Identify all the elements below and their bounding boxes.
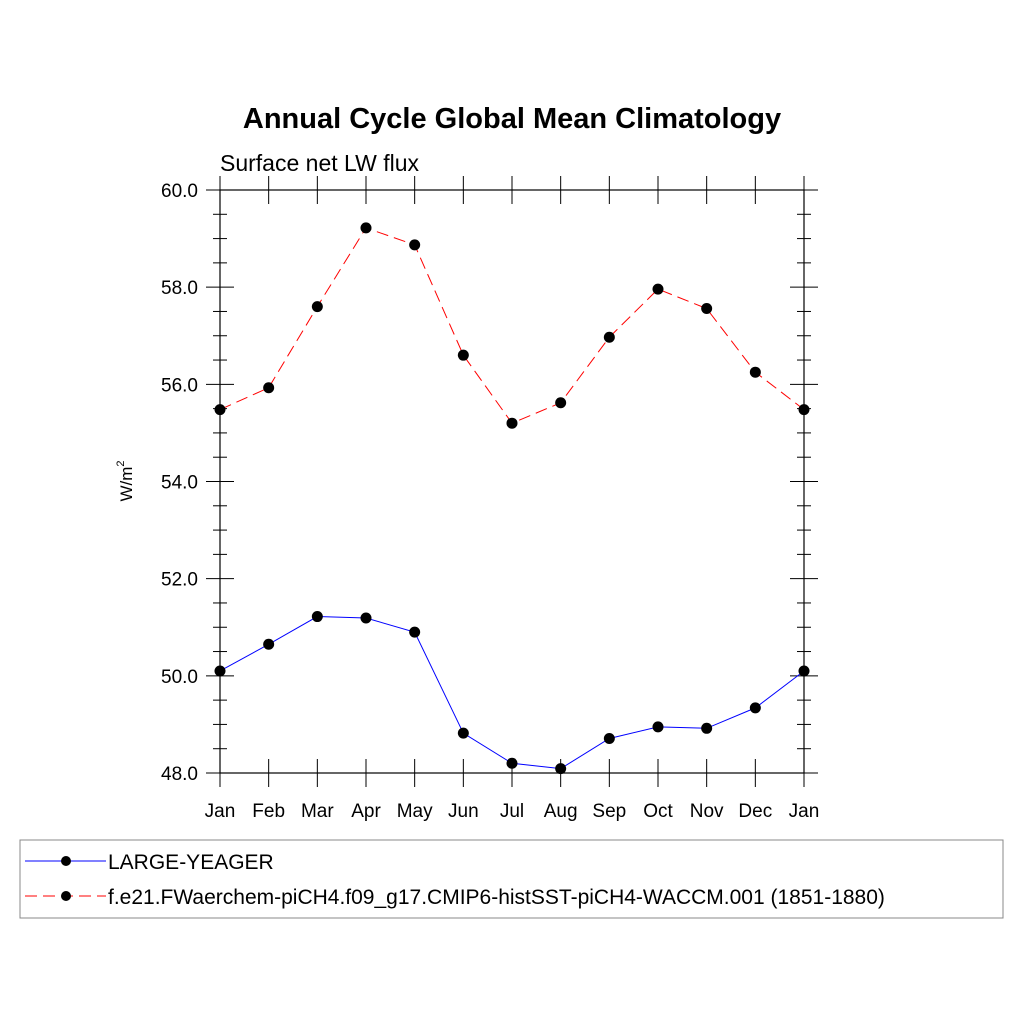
chart-subtitle: Surface net LW flux (220, 150, 419, 176)
data-point-s0-8 (603, 733, 615, 745)
x-tick-label: Jun (448, 801, 479, 822)
y-tick-label: 56.0 (161, 375, 198, 396)
x-tick-label: May (397, 801, 433, 822)
x-tick-label: Nov (690, 801, 724, 822)
y-axis-label-superscript: 2 (115, 460, 127, 466)
data-point-s1-5 (457, 349, 469, 361)
data-point-s0-6 (506, 757, 518, 769)
y-axis-label: W/m2 (115, 460, 136, 501)
x-tick-label: Oct (643, 801, 673, 822)
data-point-s1-0 (214, 404, 226, 416)
x-tick-label: Aug (544, 801, 578, 822)
series-line-1 (219, 227, 805, 424)
data-point-s0-1 (263, 638, 275, 650)
data-point-s1-6 (506, 417, 518, 429)
legend-box (19, 839, 1004, 919)
data-point-s0-10 (701, 722, 713, 734)
data-point-s1-9 (652, 283, 664, 295)
legend-marker-large-yeager (61, 856, 71, 866)
y-tick-label: 50.0 (161, 667, 198, 688)
series-layer (214, 222, 810, 775)
data-point-s0-12 (798, 665, 810, 677)
y-axis-label-unit: W/m (117, 467, 136, 502)
data-point-s1-10 (701, 303, 713, 315)
data-point-s1-7 (555, 397, 567, 409)
data-point-s0-11 (749, 702, 761, 714)
x-tick-label: Mar (301, 801, 334, 822)
data-point-s0-5 (457, 727, 469, 739)
data-point-s0-0 (214, 665, 226, 677)
data-point-s1-11 (749, 366, 761, 378)
x-tick-label: Sep (592, 801, 626, 822)
data-point-s1-2 (311, 301, 323, 313)
y-tick-label: 60.0 (161, 181, 198, 202)
y-tick-label: 58.0 (161, 278, 198, 299)
y-tick-label: 52.0 (161, 570, 198, 591)
data-point-s1-4 (409, 239, 421, 251)
x-tick-label: Dec (738, 801, 772, 822)
data-point-s0-7 (555, 763, 567, 775)
x-tick-labels: Jan Feb Mar Apr May Jun Jul Aug Sep Oct Nov Dec Jan (205, 801, 820, 822)
x-tick-label: Jul (500, 801, 524, 822)
x-tick-label: Jan (789, 801, 820, 822)
chart-title: Annual Cycle Global Mean Climatology (243, 103, 781, 135)
data-point-s0-4 (409, 626, 421, 638)
legend: LARGE-YEAGER f.e21.FWaerchem-piCH4.f09_g… (19, 839, 1004, 919)
legend-label-large-yeager: LARGE-YEAGER (108, 851, 274, 874)
data-point-s0-2 (311, 611, 323, 623)
legend-marker-waccm (61, 891, 71, 901)
data-point-s1-1 (263, 382, 275, 394)
data-point-s1-12 (798, 404, 810, 416)
data-point-s0-3 (360, 612, 372, 624)
x-tick-label: Feb (252, 801, 285, 822)
data-point-s0-9 (652, 721, 664, 733)
data-point-s1-3 (360, 222, 372, 234)
x-tick-label: Jan (205, 801, 236, 822)
x-tick-label: Apr (351, 801, 381, 822)
y-tick-label: 54.0 (161, 473, 198, 494)
y-tick-labels: 48.0 50.0 52.0 54.0 56.0 58.0 60.0 (161, 181, 198, 785)
legend-label-waccm: f.e21.FWaerchem-piCH4.f09_g17.CMIP6-hist… (108, 886, 885, 909)
series-line-0 (219, 616, 805, 770)
y-tick-label: 48.0 (161, 764, 198, 785)
data-point-s1-8 (603, 331, 615, 343)
axes-ticks (206, 176, 818, 787)
plot-frame (219, 189, 805, 774)
